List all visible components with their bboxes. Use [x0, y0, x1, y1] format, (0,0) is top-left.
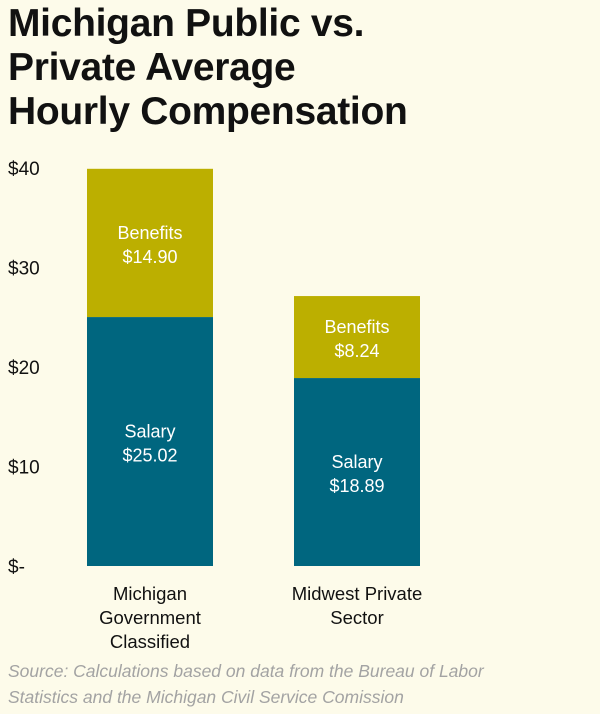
y-tick-label: $20 — [8, 358, 40, 379]
segment-value-label: $25.02 — [122, 446, 177, 466]
source-note: Source: Calculations based on data from … — [8, 658, 593, 710]
source-line-1: Source: Calculations based on data from … — [8, 661, 484, 681]
x-category-label: Michigan — [113, 583, 187, 604]
salary-bar — [87, 317, 213, 566]
y-tick-label: $- — [8, 557, 25, 578]
title-line-2: Private Average — [8, 46, 296, 89]
x-category-label: Government — [99, 607, 201, 628]
x-category-label: Midwest Private — [292, 583, 423, 604]
x-category-label: Sector — [330, 607, 383, 628]
stacked-bar-chart: $- $10 $20 $30 $40 Salary $25.02 Benefits $14.90… — [8, 159, 423, 652]
title-line-3: Hourly Compensation — [8, 90, 408, 133]
benefits-bar — [87, 168, 213, 318]
chart-title: Michigan Public vs. Private Average Hour… — [8, 2, 588, 134]
source-line-2: Statistics and the Michigan Civil Servic… — [8, 687, 404, 707]
segment-series-label: Salary — [331, 452, 382, 472]
segment-series-label: Salary — [124, 422, 175, 442]
y-tick-label: $10 — [8, 458, 40, 479]
segment-series-label: Benefits — [324, 317, 389, 337]
y-tick-label: $40 — [8, 159, 40, 180]
segment-value-label: $18.89 — [329, 476, 384, 496]
benefits-bar — [294, 296, 420, 379]
y-tick-label: $30 — [8, 259, 40, 280]
title-line-1: Michigan Public vs. — [8, 2, 365, 45]
segment-value-label: $14.90 — [122, 247, 177, 267]
x-category-label: Classified — [110, 631, 190, 652]
segment-series-label: Benefits — [117, 223, 182, 243]
segment-value-label: $8.24 — [334, 341, 379, 361]
salary-bar — [294, 378, 420, 566]
